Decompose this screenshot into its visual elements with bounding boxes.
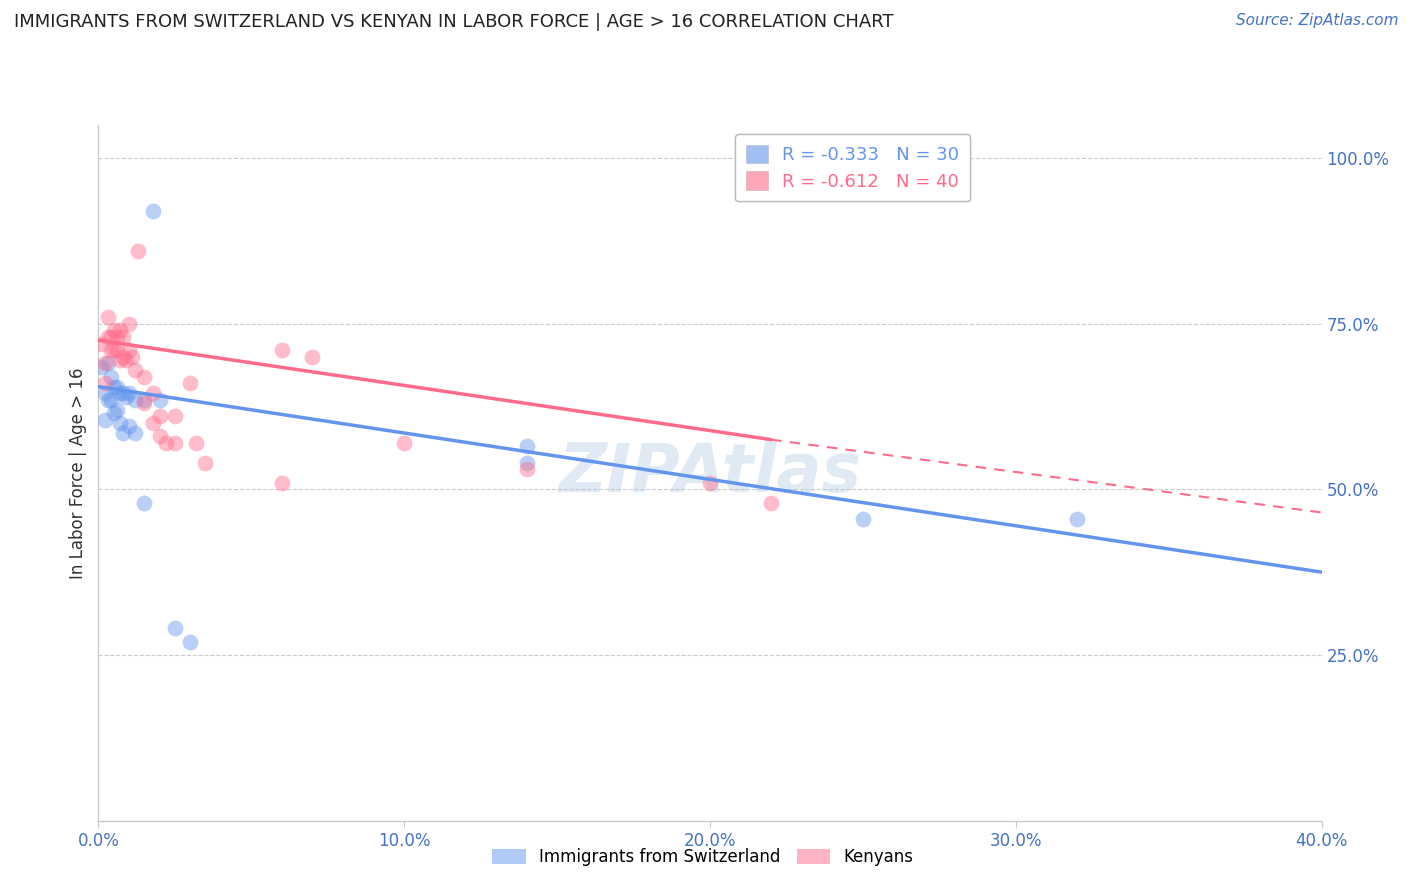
Point: [179, 634, 201, 648]
Text: IMMIGRANTS FROM SWITZERLAND VS KENYAN IN LABOR FORCE | AGE > 16 CORRELATION CHAR: IMMIGRANTS FROM SWITZERLAND VS KENYAN IN…: [14, 13, 894, 31]
Point: [93, 356, 115, 370]
Point: [105, 330, 128, 344]
Point: [105, 379, 128, 393]
Point: [124, 392, 146, 407]
Point: [105, 343, 128, 358]
Point: [103, 343, 125, 358]
Legend: R = -0.333   N = 30, R = -0.612   N = 40: R = -0.333 N = 30, R = -0.612 N = 40: [735, 134, 970, 202]
Point: [392, 436, 416, 450]
Point: [103, 379, 125, 393]
Point: [115, 390, 138, 404]
Point: [118, 317, 141, 331]
Point: [516, 462, 538, 476]
Point: [93, 386, 115, 401]
Point: [1066, 512, 1088, 526]
Point: [149, 409, 172, 424]
Text: Source: ZipAtlas.com: Source: ZipAtlas.com: [1236, 13, 1399, 29]
Point: [516, 439, 538, 453]
Point: [108, 323, 131, 337]
Point: [111, 350, 134, 364]
Point: [179, 376, 201, 391]
Point: [759, 495, 782, 509]
Point: [149, 392, 172, 407]
Point: [142, 204, 165, 219]
Point: [90, 359, 112, 374]
Point: [93, 413, 115, 427]
Point: [127, 244, 149, 258]
Point: [100, 369, 122, 384]
Point: [111, 425, 134, 440]
Point: [118, 386, 141, 401]
Point: [134, 369, 156, 384]
Point: [121, 350, 143, 364]
Point: [115, 353, 138, 368]
Point: [270, 475, 292, 490]
Point: [163, 409, 186, 424]
Point: [105, 402, 128, 417]
Y-axis label: In Labor Force | Age > 16: In Labor Force | Age > 16: [69, 367, 87, 579]
Point: [699, 475, 721, 490]
Point: [186, 436, 208, 450]
Point: [97, 330, 120, 344]
Point: [134, 396, 156, 410]
Point: [124, 363, 146, 377]
Point: [142, 386, 165, 401]
Point: [194, 456, 217, 470]
Point: [111, 330, 134, 344]
Legend: Immigrants from Switzerland, Kenyans: Immigrants from Switzerland, Kenyans: [484, 840, 922, 875]
Point: [134, 392, 156, 407]
Point: [301, 350, 323, 364]
Point: [155, 436, 177, 450]
Point: [142, 416, 165, 430]
Point: [103, 406, 125, 420]
Point: [108, 353, 131, 368]
Point: [100, 343, 122, 358]
Text: ZIPAtlas: ZIPAtlas: [558, 440, 862, 506]
Point: [90, 336, 112, 351]
Point: [163, 622, 186, 636]
Point: [134, 495, 156, 509]
Point: [270, 343, 292, 358]
Point: [118, 419, 141, 434]
Point: [124, 425, 146, 440]
Point: [93, 376, 115, 391]
Point: [852, 512, 875, 526]
Point: [97, 310, 120, 324]
Point: [111, 386, 134, 401]
Point: [108, 416, 131, 430]
Point: [163, 436, 186, 450]
Point: [149, 429, 172, 443]
Point: [97, 356, 120, 370]
Point: [118, 343, 141, 358]
Point: [516, 456, 538, 470]
Point: [103, 323, 125, 337]
Point: [108, 386, 131, 401]
Point: [100, 330, 122, 344]
Point: [100, 392, 122, 407]
Point: [97, 392, 120, 407]
